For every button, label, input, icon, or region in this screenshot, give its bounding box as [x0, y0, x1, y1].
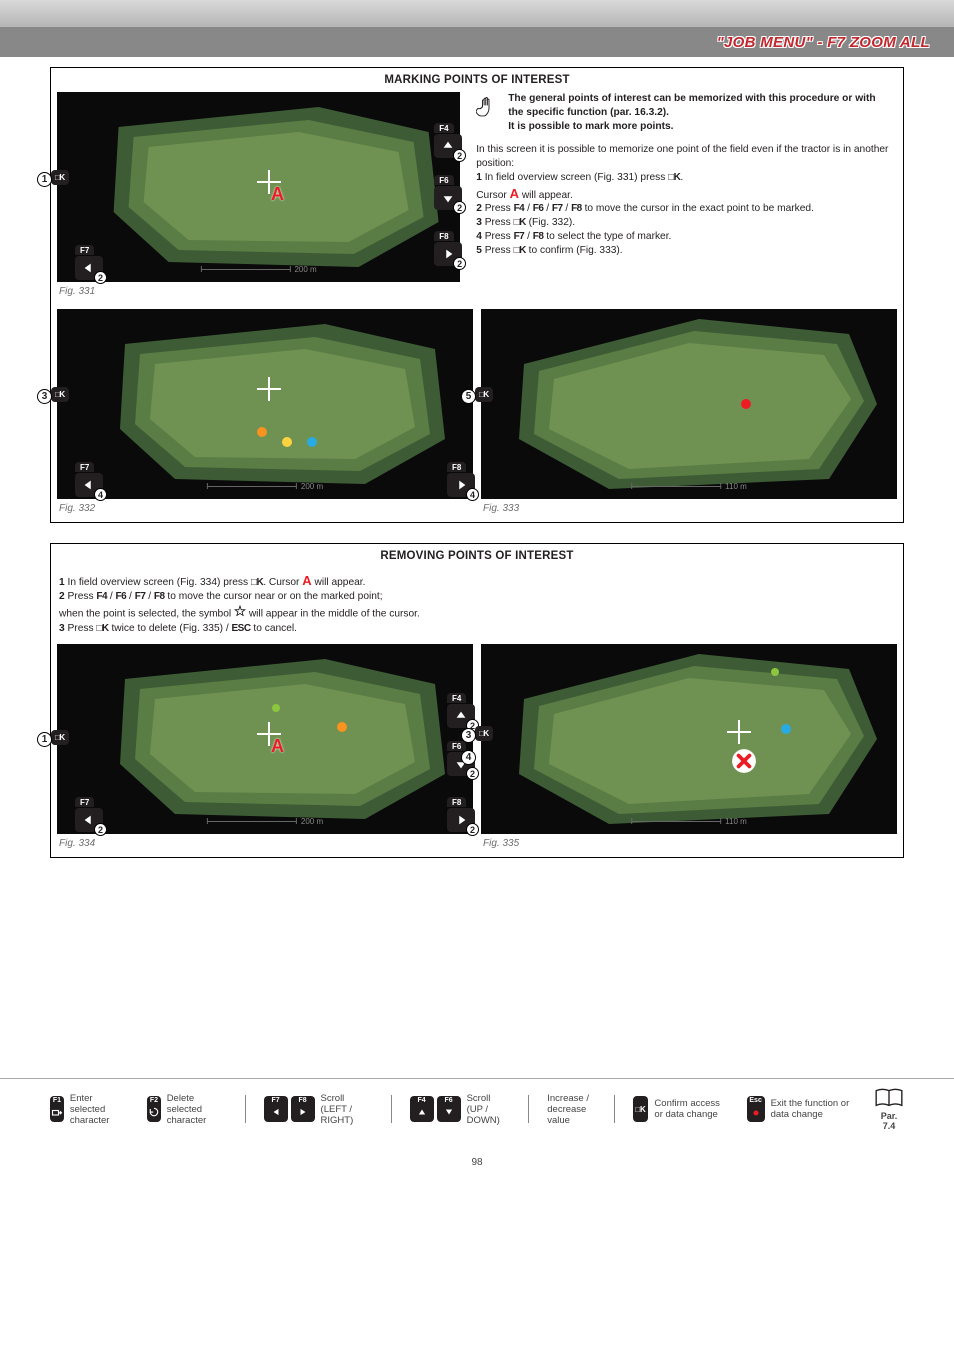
- ok-key-inline: □K: [668, 172, 680, 183]
- book-reference: Par.7.4: [874, 1087, 904, 1131]
- callout-1-ok: 1□K: [51, 170, 69, 185]
- callout-3-ok: 3□K: [51, 387, 69, 402]
- footer-f7f8: F7 F8 Scroll(LEFT / RIGHT): [264, 1093, 373, 1126]
- esc-key-icon: Esc: [747, 1096, 765, 1122]
- book-icon: [874, 1087, 904, 1109]
- panel-marking-poi: MARKING POINTS OF INTEREST A 200 m 1□K F…: [50, 67, 904, 523]
- fig331-col: A 200 m 1□K F7 2 F4 2 F6 2 F8 2: [57, 92, 460, 299]
- ok-key-icon: □K: [633, 1096, 649, 1122]
- f6-key-icon: F6: [437, 1096, 461, 1122]
- ok-key-inline: □K: [514, 217, 526, 228]
- footer-ok: □K Confirm access or data change: [633, 1096, 729, 1122]
- field-svg-331: [57, 92, 460, 282]
- callout-5-ok: 5□K: [475, 387, 493, 402]
- f7-key-icon: F7: [264, 1096, 288, 1122]
- footer-f2: F2 Delete selected character: [147, 1093, 226, 1126]
- hand-icon: [476, 94, 502, 120]
- f6-key-callout: F6 2: [434, 174, 462, 210]
- f8-key-icon: F8: [291, 1096, 315, 1122]
- panel-removing-poi: REMOVING POINTS OF INTEREST 1 In field o…: [50, 543, 904, 858]
- fig335-col: 110 m 3□K 4 Fig. 335: [481, 644, 897, 851]
- f8-key-callout-2: F8 4: [447, 461, 475, 497]
- fig332-field: 200 m: [57, 309, 473, 499]
- hand-note: The general points of interest can be me…: [476, 92, 893, 133]
- f1-key-icon: F1: [50, 1096, 64, 1122]
- f8-key-callout: F8 2: [434, 230, 462, 266]
- fig333-label: Fig. 333: [483, 503, 897, 514]
- fig333-field: 110 m: [481, 309, 897, 499]
- star-icon: [234, 605, 246, 622]
- top-gradient-bar: [0, 0, 954, 28]
- page-number: 98: [0, 1151, 954, 1198]
- removing-instructions: 1 In field overview screen (Fig. 334) pr…: [51, 568, 903, 640]
- f7-key-callout-2: F7 4: [75, 461, 103, 497]
- fig332-label: Fig. 332: [59, 503, 473, 514]
- ok-key-icon: □K: [51, 170, 69, 185]
- f7-key-callout: F7 2: [75, 244, 103, 280]
- panel2-title: REMOVING POINTS OF INTEREST: [51, 544, 903, 568]
- fig335-field: 110 m: [481, 644, 897, 834]
- footer-f1: F1 Enter selected character: [50, 1093, 129, 1126]
- fig331-label: Fig. 331: [59, 286, 460, 297]
- marker-blue: [307, 437, 317, 447]
- field-svg-333: [481, 309, 897, 499]
- fig334-field: A 200 m: [57, 644, 473, 834]
- marker-orange: [257, 427, 267, 437]
- fig332-col: 200 m 3□K F7 4 F8 4 Fig. 332: [57, 309, 473, 516]
- f4-key-callout: F4 2: [434, 122, 462, 158]
- panel1-title: MARKING POINTS OF INTEREST: [51, 68, 903, 92]
- header-title: "JOB MENU" - F7 ZOOM ALL: [717, 34, 930, 51]
- ok-key-inline: □K: [514, 245, 526, 256]
- instructions-col: The general points of interest can be me…: [468, 92, 897, 299]
- panel1-row2: 200 m 3□K F7 4 F8 4 Fig. 332: [51, 305, 903, 522]
- marker-red: [741, 399, 751, 409]
- footer-inc: Increase / decrease value: [547, 1093, 595, 1126]
- cursor-a-label: A: [271, 184, 284, 205]
- marker-yellow: [282, 437, 292, 447]
- f2-key-icon: F2: [147, 1096, 160, 1122]
- fig333-col: 110 m 5□K Fig. 333: [481, 309, 897, 516]
- page-content: MARKING POINTS OF INTEREST A 200 m 1□K F…: [0, 57, 954, 898]
- footer-key-legend: F1 Enter selected character F2 Delete se…: [0, 1078, 954, 1151]
- callout-1-ok: 1□K: [51, 730, 69, 745]
- delete-x-icon: [731, 748, 757, 777]
- panel2-row: A 200 m 1□K F72 F42 F62 F82 Fig. 334: [51, 640, 903, 857]
- fig331-field: A 200 m: [57, 92, 460, 282]
- fig334-col: A 200 m 1□K F72 F42 F62 F82 Fig. 334: [57, 644, 473, 851]
- page-header: "JOB MENU" - F7 ZOOM ALL: [0, 28, 954, 57]
- panel1-row1: A 200 m 1□K F7 2 F4 2 F6 2 F8 2: [51, 92, 903, 305]
- footer-esc: Esc Exit the function or data change: [747, 1096, 856, 1122]
- footer-f4f6: F4 F6 Scroll(UP / DOWN): [410, 1093, 511, 1126]
- f4-key-icon: F4: [410, 1096, 434, 1122]
- field-svg-332: [57, 309, 473, 499]
- scale-bar: 200 m: [200, 265, 316, 274]
